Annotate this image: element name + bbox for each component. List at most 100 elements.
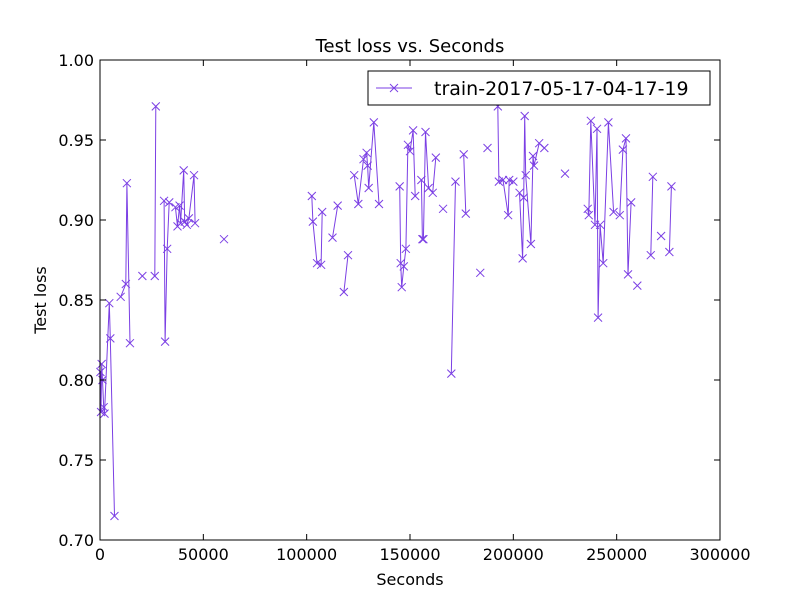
data-point-x-marker xyxy=(508,177,518,186)
marker-stroke xyxy=(408,126,418,135)
x-tick-label: 200000 xyxy=(483,545,544,564)
marker-stroke xyxy=(646,250,656,260)
data-point-x-marker xyxy=(369,118,379,127)
data-point-x-marker xyxy=(151,102,161,111)
data-point-x-marker xyxy=(401,244,411,254)
marker-stroke xyxy=(417,175,426,185)
marker-stroke xyxy=(665,247,674,257)
x-tick-label: 300000 xyxy=(689,545,750,564)
data-point-x-marker xyxy=(418,234,427,244)
data-point-x-marker xyxy=(164,198,174,207)
data-point-x-marker xyxy=(316,260,326,270)
marker-stroke xyxy=(528,151,538,161)
marker-stroke xyxy=(508,177,518,186)
data-point-x-marker xyxy=(529,161,539,170)
data-point-x-marker xyxy=(374,199,384,209)
data-point-x-marker xyxy=(179,166,189,175)
data-point-x-marker xyxy=(417,175,426,185)
legend-label: train-2017-05-17-04-17-19 xyxy=(434,78,689,100)
data-point-x-marker xyxy=(503,210,513,220)
x-tick-label: 0 xyxy=(95,545,105,564)
data-point-x-marker xyxy=(184,214,194,223)
data-point-x-marker xyxy=(618,145,628,154)
marker-stroke xyxy=(110,511,119,521)
marker-stroke xyxy=(632,281,642,290)
marker-stroke xyxy=(595,220,605,230)
x-tick-label: 50000 xyxy=(178,545,229,564)
data-point-x-marker xyxy=(397,282,407,292)
marker-stroke xyxy=(498,175,508,185)
y-tick-label: 1.00 xyxy=(58,51,94,70)
data-point-x-marker xyxy=(632,281,642,290)
marker-stroke xyxy=(182,220,192,230)
x-tick-label: 150000 xyxy=(379,545,440,564)
marker-stroke xyxy=(179,166,189,175)
marker-stroke xyxy=(419,234,428,244)
data-point-x-marker xyxy=(138,271,147,281)
marker-stroke xyxy=(405,146,415,156)
data-point-x-marker xyxy=(105,334,115,343)
marker-stroke xyxy=(431,153,441,162)
marker-stroke xyxy=(395,182,405,191)
data-point-x-marker xyxy=(459,150,469,159)
data-point-x-marker xyxy=(520,111,530,121)
marker-stroke xyxy=(189,170,199,180)
marker-stroke xyxy=(526,239,536,249)
marker-stroke xyxy=(539,143,549,153)
y-tick-label: 0.85 xyxy=(58,291,94,310)
data-point-x-marker xyxy=(656,231,666,241)
y-tick-label: 0.95 xyxy=(58,131,94,150)
marker-stroke xyxy=(349,170,359,180)
data-point-x-marker xyxy=(328,233,337,242)
marker-stroke xyxy=(518,254,527,263)
marker-stroke xyxy=(307,191,317,201)
data-point-x-marker xyxy=(403,140,413,150)
data-point-x-marker xyxy=(160,337,170,346)
axis-layer: 0 50000 100000 150000 200000 250000 300000 0.70… xyxy=(58,51,750,564)
marker-stroke xyxy=(534,138,544,148)
data-point-x-marker xyxy=(110,511,119,521)
marker-stroke xyxy=(410,191,420,201)
marker-stroke xyxy=(446,369,456,378)
data-point-x-marker xyxy=(121,279,131,289)
marker-stroke xyxy=(515,188,524,198)
marker-stroke xyxy=(317,207,327,217)
data-point-x-marker xyxy=(498,175,508,185)
data-point-x-marker xyxy=(595,220,605,230)
marker-stroke xyxy=(418,234,427,244)
marker-stroke xyxy=(428,188,438,198)
data-point-x-marker xyxy=(539,143,549,153)
marker-stroke xyxy=(121,279,131,289)
data-point-x-marker xyxy=(364,183,374,193)
data-point-x-marker xyxy=(604,118,613,127)
legend: train-2017-05-17-04-17-19 xyxy=(367,70,711,106)
marker-stroke xyxy=(421,127,430,137)
data-point-x-marker xyxy=(667,182,676,191)
marker-stroke xyxy=(403,140,413,150)
data-point-x-marker xyxy=(122,178,132,188)
data-point-x-marker xyxy=(363,161,372,170)
marker-stroke xyxy=(359,154,368,164)
marker-stroke xyxy=(364,183,374,193)
data-point-x-marker xyxy=(150,271,160,281)
marker-stroke xyxy=(584,210,594,220)
marker-stroke xyxy=(618,145,628,154)
marker-stroke xyxy=(362,148,371,158)
marker-stroke xyxy=(521,170,531,180)
marker-stroke xyxy=(483,143,492,153)
data-point-x-marker xyxy=(182,220,192,230)
data-point-x-marker xyxy=(408,126,418,135)
marker-stroke xyxy=(520,111,530,121)
data-point-x-marker xyxy=(175,201,184,210)
marker-stroke xyxy=(316,260,326,270)
data-point-x-marker xyxy=(665,247,674,257)
data-point-x-marker xyxy=(405,146,415,156)
legend-x-marker xyxy=(389,83,399,93)
marker-stroke xyxy=(97,359,107,369)
data-point-x-marker xyxy=(421,127,430,137)
marker-stroke xyxy=(343,250,353,260)
marker-stroke xyxy=(615,210,625,220)
data-point-x-marker xyxy=(586,116,596,126)
